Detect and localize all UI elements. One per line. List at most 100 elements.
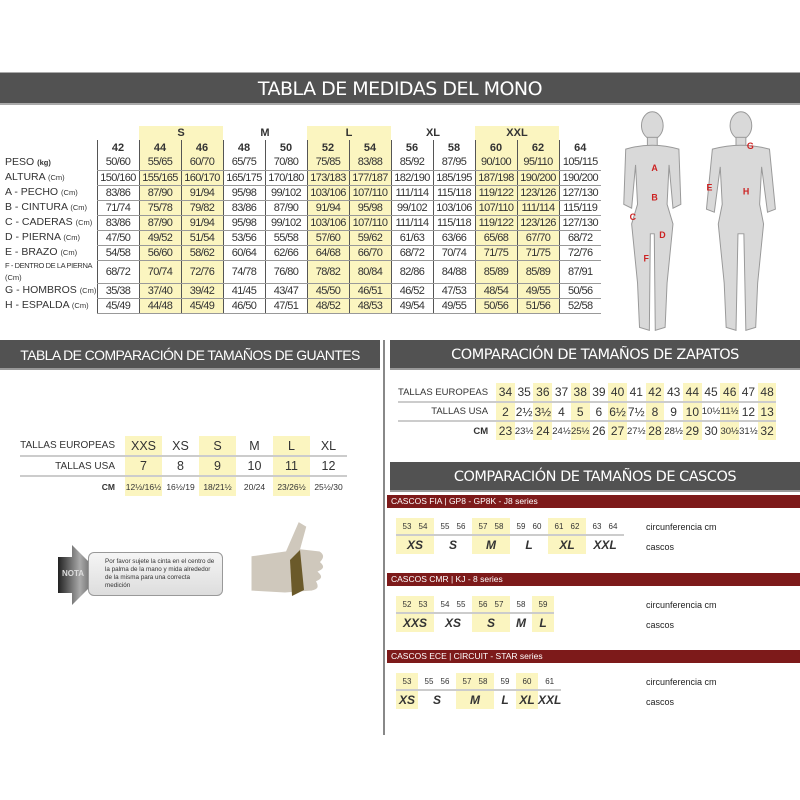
table-cell: 62/66 — [264, 245, 307, 261]
helmet-cm: 56 — [478, 599, 488, 609]
helmet-cm: 56 — [456, 521, 466, 531]
table-cell: 68/72 — [558, 230, 601, 246]
helmet-size: XL — [516, 689, 538, 709]
table-cell: 56/60 — [138, 245, 181, 261]
size-header: 50 — [264, 140, 307, 155]
shoe-cell: 7½ — [626, 402, 646, 422]
helmet-cm: 52 — [402, 599, 412, 609]
table-cell: 87/95 — [432, 155, 475, 171]
helmet-cm-cell: 52 53 — [396, 596, 434, 613]
table-cell: 48/54 — [474, 283, 517, 299]
table-cell: 123/126 — [516, 215, 559, 231]
table-cell: 39/42 — [180, 283, 223, 299]
measure-name: PESO — [5, 155, 35, 168]
helmet-size: XL — [548, 534, 586, 554]
unit: (Cm) — [79, 285, 97, 295]
table-cell: 45/50 — [306, 283, 349, 299]
shoe-cell: 39 — [589, 383, 609, 403]
helmet-cm: 60 — [522, 676, 532, 686]
body-letter: G — [747, 141, 754, 151]
body-letter: F — [643, 253, 649, 263]
row-label: TALLAS EUROPEAS — [398, 383, 497, 403]
helmet-cm: 57 — [494, 599, 504, 609]
gloves-header: TABLA DE COMPARACIÓN DE TAMAÑOS DE GUANT… — [0, 340, 380, 370]
table-cell: 47/51 — [264, 298, 307, 314]
helmet-size: S — [418, 689, 456, 709]
body-diagram: A B C D F G E H — [623, 111, 776, 331]
table-cell: 111/114 — [516, 200, 559, 216]
helmet-size: S — [434, 534, 472, 554]
helmets-header: COMPARACIÓN DE TAMAÑOS DE CASCOS — [390, 462, 800, 492]
table-cell: 48/53 — [348, 298, 391, 314]
row-label: D - PIERNA (Cm) — [2, 230, 97, 245]
body-letter: A — [651, 163, 658, 173]
measure-name: ALTURA — [5, 170, 46, 183]
table-cell: 85/89 — [516, 260, 559, 284]
row-label: C - CADERAS (Cm) — [2, 215, 97, 230]
shoe-cell: 6 — [589, 402, 609, 422]
table-cell: 87/90 — [138, 215, 181, 231]
glove-cell: L — [273, 436, 310, 457]
shoe-cell: 24 — [533, 421, 553, 440]
shoe-cell: 45 — [701, 383, 721, 403]
glove-cell: 7 — [125, 456, 162, 477]
body-letter: H — [743, 186, 749, 196]
helmet-cm: 57 — [462, 676, 472, 686]
helmet-size: XS — [434, 612, 472, 632]
shoes-row-usa: TALLAS USA 2 2½ 3½ 4 5 6 6½ 7½ 8 9 10 10½ 11½ 12 13 — [398, 402, 777, 422]
size-label: cascos — [646, 620, 675, 630]
table-cell: 63/66 — [432, 230, 475, 246]
unit: (Cm) — [71, 300, 89, 310]
unit: (Cm) — [63, 232, 81, 242]
glove-cell: 10 — [236, 456, 273, 477]
shoe-cell: 2 — [496, 402, 515, 422]
measure-name: G - HOMBROS — [5, 283, 77, 296]
page-title: TABLA DE MEDIDAS DEL MONO — [0, 72, 800, 105]
table-row: C - CADERAS (Cm) 83/86 87/90 91/94 95/98 99/1… — [2, 215, 601, 231]
shoe-cell: 25½ — [570, 421, 590, 440]
glove-cell: M — [236, 436, 273, 457]
table-cell: 99/102 — [264, 215, 307, 231]
size-header: 54 — [348, 140, 391, 155]
size-header: 64 — [558, 140, 601, 155]
table-cell: 41/45 — [222, 283, 265, 299]
table-cell: 127/130 — [558, 215, 601, 231]
table-cell: 49/54 — [390, 298, 433, 314]
table-cell: 90/100 — [474, 155, 517, 171]
helmet-cm: 55 — [424, 676, 434, 686]
table-cell: 72/76 — [558, 245, 601, 261]
shoe-cell: 47 — [739, 383, 758, 403]
size-header: 42 — [96, 140, 139, 155]
helmet-size: XXL — [586, 534, 624, 554]
table-cell: 75/78 — [138, 200, 181, 216]
shoe-cell: 37 — [552, 383, 571, 403]
table-cell: 103/106 — [432, 200, 475, 216]
glove-cell: 16½/19 — [166, 481, 195, 492]
gloves-row-usa: TALLAS USA 7 8 9 10 11 12 — [20, 456, 347, 477]
size-group: XXL — [475, 126, 559, 140]
size-group — [559, 126, 601, 140]
table-cell: 155/165 — [138, 170, 181, 186]
size-label: cascos — [646, 697, 675, 707]
table-cell: 57/60 — [306, 230, 349, 246]
helmet-cm-cell: 59 — [494, 673, 516, 690]
unit: (Cm) — [60, 247, 78, 257]
table-cell: 49/55 — [432, 298, 475, 314]
helmet-table: 53 54 55 56 57 58 59 60 61 62 63 64 XS S M L XL XXL — [396, 518, 624, 554]
row-label: CM — [473, 425, 489, 437]
unit: (kg) — [37, 157, 51, 167]
size-header: 44 — [138, 140, 181, 155]
shoe-cell: 26 — [592, 424, 606, 438]
table-cell: 83/86 — [96, 185, 139, 201]
table-cell: 78/82 — [306, 260, 349, 284]
shoe-cell: 28½ — [664, 425, 683, 437]
table-cell: 46/50 — [222, 298, 265, 314]
glove-cell: 25½/30 — [314, 481, 343, 492]
shoe-cell: 27½ — [627, 425, 646, 437]
table-cell: 71/74 — [96, 200, 139, 216]
table-cell: 83/86 — [96, 215, 139, 231]
table-cell: 49/52 — [138, 230, 181, 246]
helmet-cm: 59 — [516, 521, 526, 531]
helmet-cm: 61 — [554, 521, 564, 531]
size-group — [97, 126, 139, 140]
